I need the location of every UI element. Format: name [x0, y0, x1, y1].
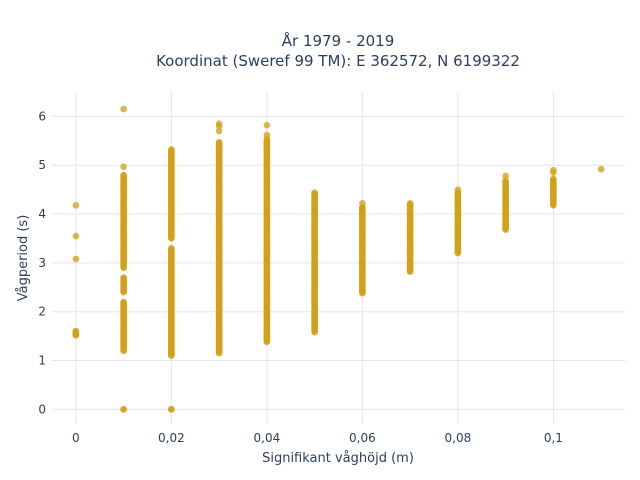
chart-title-line1: År 1979 - 2019 — [282, 31, 395, 50]
grid — [52, 92, 625, 424]
data-points — [72, 105, 605, 413]
y-axis-label: Vågperiod (s) — [16, 215, 31, 302]
x-tick-label: 0,08 — [445, 431, 472, 445]
tick-labels: 0 1 2 3 4 5 6 0 0,02 0,04 0,06 0,08 0,1 — [38, 109, 563, 445]
data-point — [359, 200, 366, 207]
y-tick-label: 2 — [38, 305, 46, 319]
data-point — [72, 232, 80, 240]
y-tick-label: 1 — [38, 354, 46, 368]
data-point — [502, 172, 509, 180]
chart-title-line2: Koordinat (Sweref 99 TM): E 362572, N 61… — [156, 52, 520, 70]
data-point — [120, 105, 127, 113]
y-tick-label: 6 — [38, 109, 46, 123]
y-tick-label: 0 — [38, 402, 46, 416]
data-point — [215, 127, 223, 135]
data-point — [120, 171, 127, 179]
data-point — [263, 131, 271, 139]
data-point — [72, 331, 80, 339]
data-point — [263, 121, 271, 129]
data-point — [120, 298, 127, 306]
data-point — [215, 138, 223, 146]
y-tick-label: 5 — [38, 158, 46, 172]
x-tick-label: 0,1 — [544, 431, 563, 445]
data-point — [168, 244, 175, 252]
y-tick-label: 4 — [38, 207, 46, 221]
data-point — [72, 201, 80, 209]
data-point — [454, 186, 462, 193]
data-point — [502, 177, 509, 185]
x-axis-label: Signifikant våghöjd (m) — [262, 451, 414, 466]
data-point — [215, 122, 223, 130]
data-point — [120, 406, 127, 413]
data-point — [550, 169, 557, 176]
data-point — [168, 406, 175, 413]
plot-area — [52, 92, 625, 424]
data-point — [72, 255, 80, 263]
x-tick-label: 0,06 — [349, 431, 376, 445]
data-point — [311, 189, 318, 196]
data-point — [120, 274, 127, 281]
x-tick-label: 0,02 — [158, 431, 185, 445]
data-point — [597, 165, 605, 173]
x-tick-label: 0 — [72, 431, 80, 445]
x-tick-label: 0,04 — [254, 431, 281, 445]
y-tick-label: 3 — [38, 256, 46, 270]
data-point — [168, 146, 175, 153]
data-point — [120, 163, 127, 170]
data-point — [406, 200, 414, 207]
data-point — [550, 175, 557, 183]
